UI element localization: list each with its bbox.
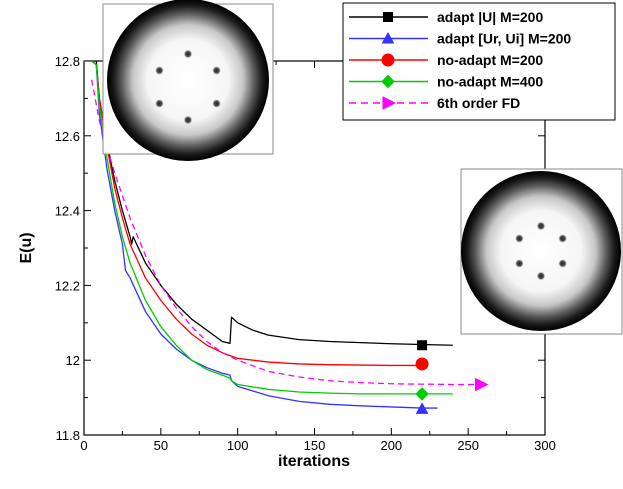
inset-solution-right bbox=[460, 168, 623, 335]
x-tick-label: 250 bbox=[457, 438, 479, 453]
inset-spot bbox=[212, 99, 222, 108]
series-marker-1 bbox=[415, 402, 429, 414]
series-marker-2 bbox=[415, 357, 429, 371]
series-line-0 bbox=[84, 61, 453, 346]
inset-spot bbox=[514, 234, 524, 243]
x-tick-label: 0 bbox=[80, 438, 87, 453]
x-tick-label: 100 bbox=[227, 438, 249, 453]
series-line-2 bbox=[84, 61, 423, 367]
inset-spot bbox=[183, 49, 193, 59]
legend-marker-2 bbox=[381, 53, 395, 67]
inset-spot bbox=[154, 99, 164, 108]
inset-spot bbox=[154, 66, 164, 75]
inset-spot bbox=[536, 221, 546, 231]
x-tick-label: 300 bbox=[534, 438, 556, 453]
x-tick-label: 200 bbox=[380, 438, 402, 453]
legend-marker-1 bbox=[381, 31, 395, 44]
axis-ticks: 0 50 100 150 200 250 300 11.8 12 12.2 12.4 12.6 12.8 bbox=[55, 54, 556, 453]
y-tick-label: 12.4 bbox=[55, 204, 80, 219]
legend-marker-0 bbox=[383, 12, 393, 22]
y-tick-label: 12.8 bbox=[55, 54, 80, 69]
inset-spot bbox=[514, 259, 524, 268]
series-line-4 bbox=[91, 79, 481, 386]
inset-spot bbox=[558, 259, 568, 268]
y-axis-title: E(u) bbox=[18, 232, 35, 263]
legend-label-3: no-adapt M=400 bbox=[437, 74, 543, 90]
legend-label-1: adapt [Ur, Ui] M=200 bbox=[437, 31, 571, 47]
inset-spot bbox=[212, 66, 222, 75]
x-tick-label: 50 bbox=[154, 438, 168, 453]
x-axis-title: iterations bbox=[278, 453, 350, 470]
markers-layer bbox=[415, 340, 489, 414]
legend: adapt |U| M=200 adapt [Ur, Ui] M=200 no-ad… bbox=[342, 2, 616, 121]
inset-spot bbox=[558, 234, 568, 243]
series-marker-3 bbox=[415, 387, 429, 401]
x-tick-label: 150 bbox=[304, 438, 326, 453]
legend-label-2: no-adapt M=200 bbox=[437, 52, 543, 68]
y-tick-label: 11.8 bbox=[56, 428, 80, 443]
y-tick-label: 12.6 bbox=[55, 129, 80, 144]
legend-marker-4 bbox=[382, 96, 397, 110]
series-marker-0 bbox=[417, 340, 428, 351]
inset-spot bbox=[183, 115, 193, 125]
legend-label-4: 6th order FD bbox=[437, 95, 520, 111]
y-tick-label: 12 bbox=[66, 353, 80, 368]
legend-label-0: adapt |U| M=200 bbox=[437, 9, 543, 25]
series-layer bbox=[84, 61, 481, 409]
inset-spot bbox=[536, 271, 546, 281]
series-marker-4 bbox=[474, 377, 489, 392]
y-tick-label: 12.2 bbox=[55, 278, 80, 293]
legend-marker-3 bbox=[381, 74, 395, 89]
inset-solution-top-left bbox=[102, 0, 274, 161]
